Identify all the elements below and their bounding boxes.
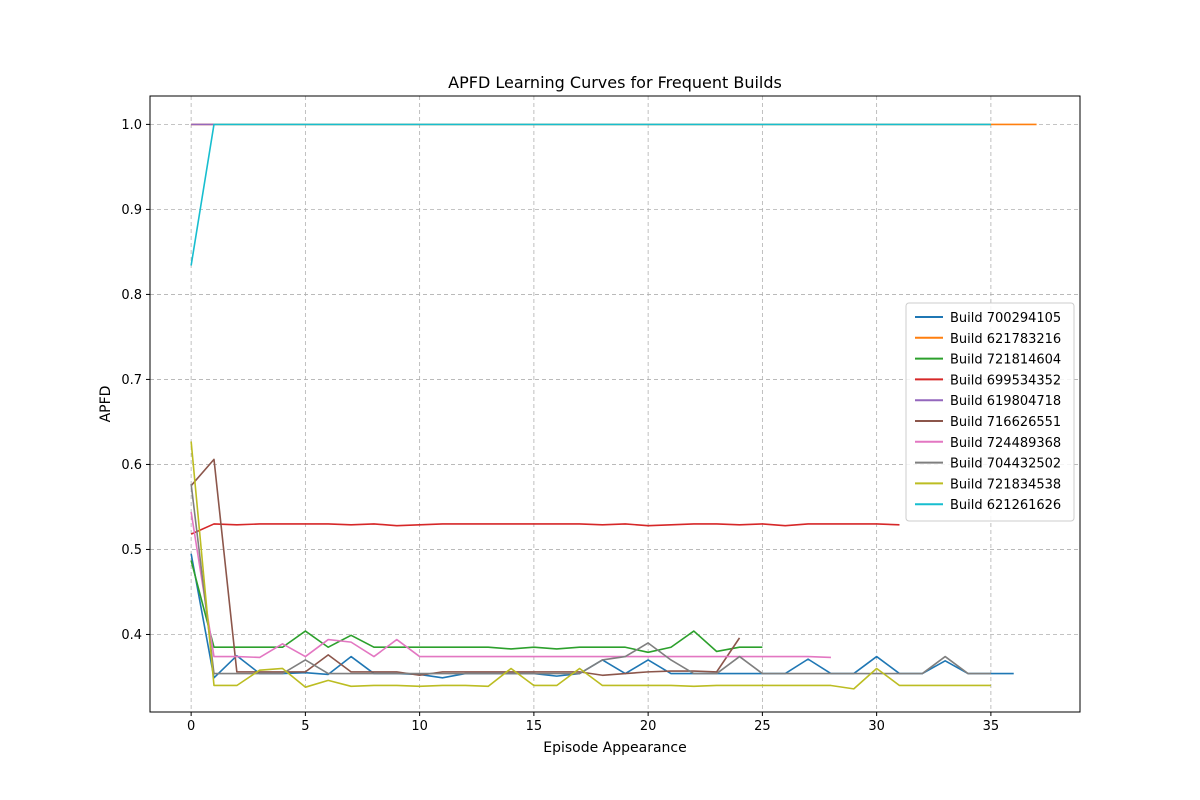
- y-axis-label: APFD: [98, 386, 114, 423]
- axis-ticks: 0 5 10 15 20 25 30 35 0.4 0.5 0.6 0.7 0.8 0.9 1.0: [121, 118, 999, 734]
- y-tick-label: 0.7: [121, 373, 142, 388]
- x-tick-label: 10: [411, 719, 428, 734]
- legend-label: Build 721814604: [950, 353, 1061, 368]
- y-tick-label: 0.9: [121, 203, 142, 218]
- legend-label: Build 704432502: [950, 457, 1061, 472]
- series-line-3: [190, 560, 763, 654]
- legend-label: Build 699534352: [950, 373, 1061, 388]
- x-tick-label: 15: [526, 719, 543, 734]
- series-lines: [190, 123, 1037, 690]
- x-tick-label: 25: [754, 719, 771, 734]
- series-line-6: [190, 458, 741, 677]
- legend-label: Build 721834538: [950, 477, 1061, 492]
- series-line-4: [190, 523, 900, 535]
- series-line-10: [190, 123, 991, 266]
- y-tick-label: 0.4: [121, 628, 142, 643]
- x-tick-label: 20: [640, 719, 657, 734]
- y-tick-label: 0.5: [121, 543, 142, 558]
- series-line-8: [190, 483, 991, 675]
- y-tick-label: 0.6: [121, 458, 142, 473]
- series-line-7: [190, 511, 831, 659]
- legend-label: Build 724489368: [950, 436, 1061, 451]
- series-line-9: [190, 441, 991, 690]
- legend-label: Build 621261626: [950, 498, 1061, 513]
- plot-frame: [149, 95, 1081, 713]
- y-tick-label: 1.0: [121, 118, 142, 133]
- legend-label: Build 621783216: [950, 332, 1061, 347]
- x-tick-label: 5: [301, 719, 309, 734]
- x-tick-label: 30: [868, 719, 885, 734]
- legend: Build 700294105 Build 621783216 Build 7218…: [905, 302, 1075, 522]
- y-tick-label: 0.8: [121, 288, 142, 303]
- x-tick-label: 35: [983, 719, 1000, 734]
- legend-label: Build 716626551: [950, 415, 1061, 430]
- legend-box: [905, 302, 1075, 522]
- legend-label: Build 619804718: [950, 394, 1061, 409]
- x-axis-label: Episode Appearance: [543, 740, 687, 756]
- legend-label: Build 700294105: [950, 311, 1061, 326]
- chart-title: APFD Learning Curves for Frequent Builds: [448, 73, 782, 92]
- x-tick-label: 0: [187, 719, 195, 734]
